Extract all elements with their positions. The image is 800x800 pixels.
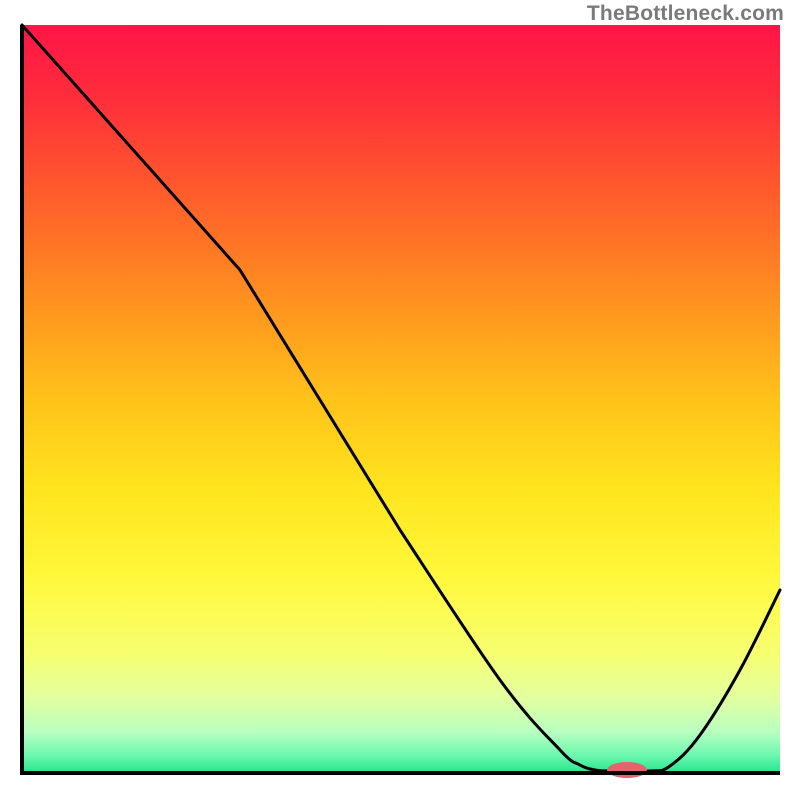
optimal-marker <box>607 762 647 778</box>
gradient-background <box>22 25 780 773</box>
watermark-text: TheBottleneck.com <box>587 2 784 26</box>
bottleneck-chart <box>0 0 800 800</box>
